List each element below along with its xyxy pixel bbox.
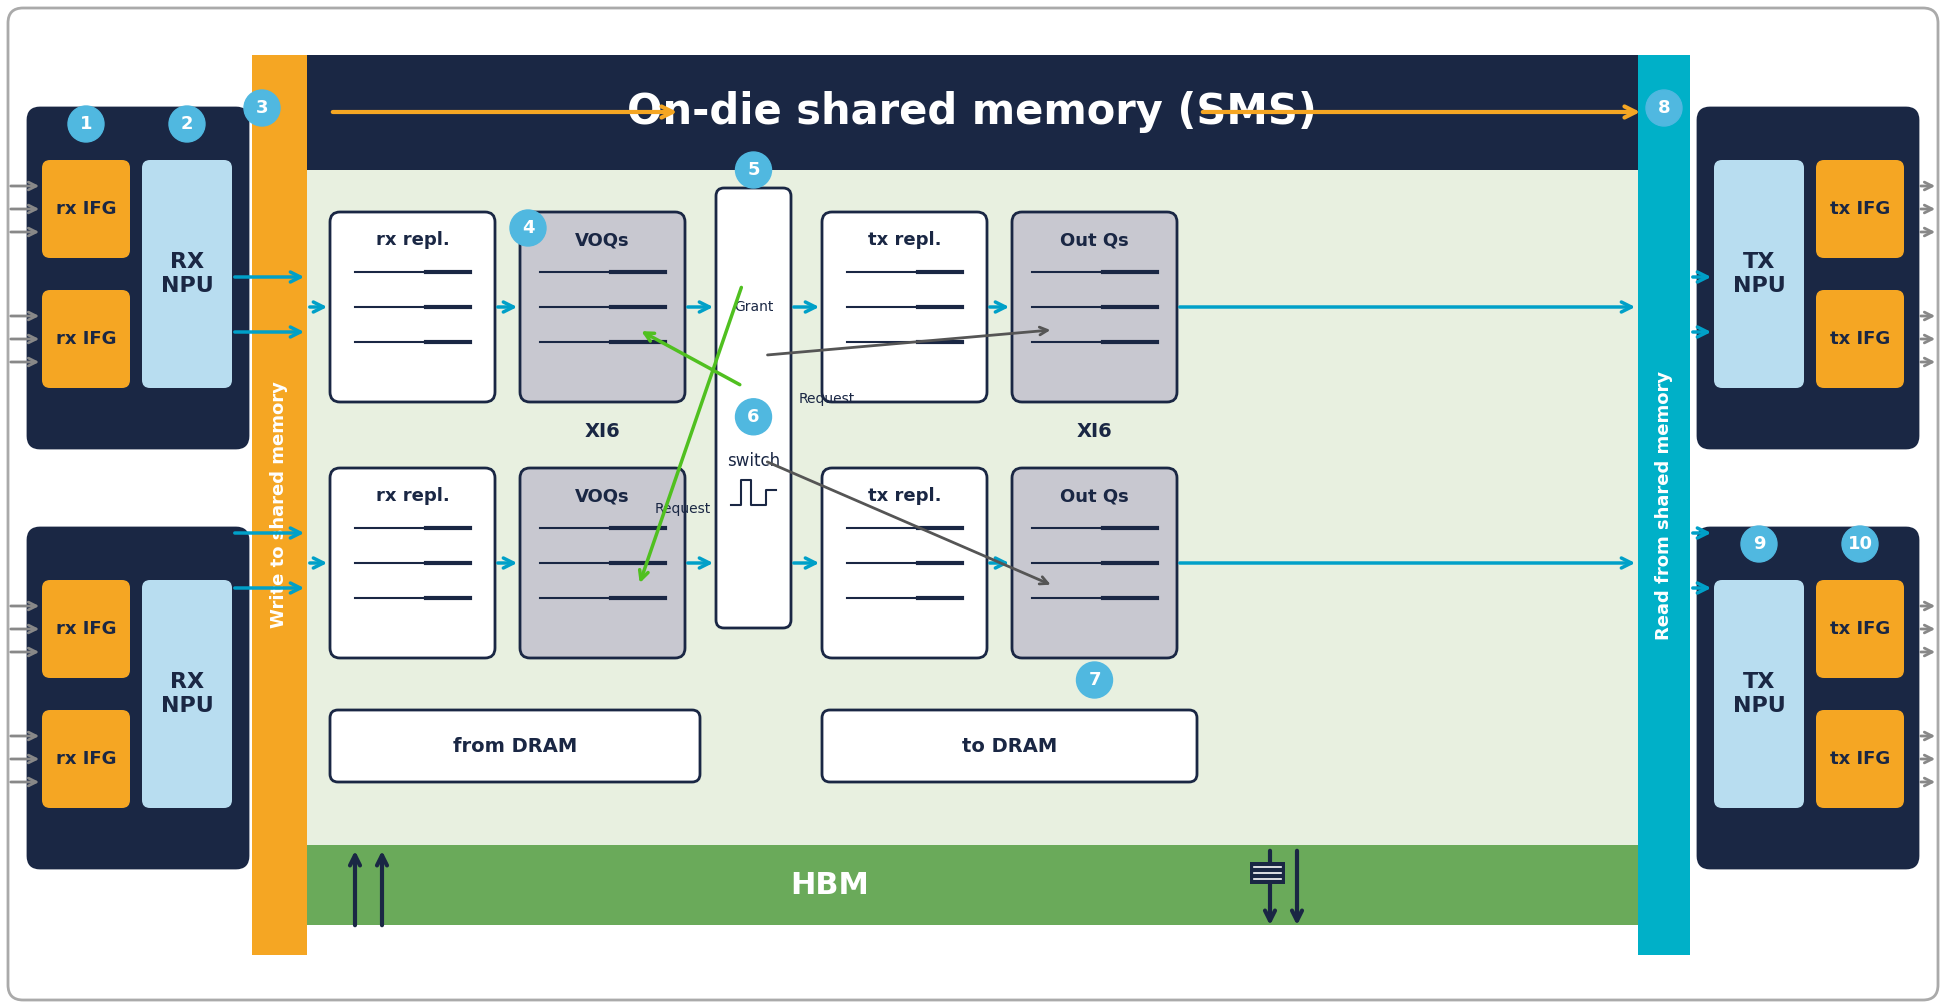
Bar xyxy=(307,170,1639,925)
Bar xyxy=(1639,55,1689,955)
Text: HBM: HBM xyxy=(790,871,870,899)
Text: Out Qs: Out Qs xyxy=(1061,231,1129,249)
FancyBboxPatch shape xyxy=(1012,212,1177,402)
FancyBboxPatch shape xyxy=(43,710,130,808)
Text: TX
NPU: TX NPU xyxy=(1732,672,1784,716)
Text: 5: 5 xyxy=(747,161,759,179)
Text: tx repl.: tx repl. xyxy=(868,231,942,249)
Circle shape xyxy=(736,152,771,188)
Circle shape xyxy=(1076,662,1113,698)
Text: Read from shared memory: Read from shared memory xyxy=(1654,370,1674,639)
Text: rx repl.: rx repl. xyxy=(376,487,450,505)
Text: VOQs: VOQs xyxy=(576,231,631,249)
FancyBboxPatch shape xyxy=(520,468,685,658)
Text: tx IFG: tx IFG xyxy=(1829,620,1890,638)
Text: 6: 6 xyxy=(747,408,759,425)
Text: VOQs: VOQs xyxy=(576,487,631,505)
Bar xyxy=(307,55,1639,170)
Text: XI6: XI6 xyxy=(584,422,621,442)
Text: switch: switch xyxy=(728,452,780,470)
FancyBboxPatch shape xyxy=(142,580,232,808)
Text: 3: 3 xyxy=(255,99,269,117)
FancyBboxPatch shape xyxy=(142,160,232,388)
Text: 1: 1 xyxy=(80,115,91,133)
Bar xyxy=(307,845,1639,925)
Bar xyxy=(251,55,307,955)
Text: Request: Request xyxy=(654,502,710,516)
FancyBboxPatch shape xyxy=(520,212,685,402)
Circle shape xyxy=(68,106,103,142)
Text: tx IFG: tx IFG xyxy=(1829,330,1890,348)
Text: 8: 8 xyxy=(1658,99,1670,117)
FancyBboxPatch shape xyxy=(43,580,130,678)
Text: 2: 2 xyxy=(181,115,193,133)
FancyBboxPatch shape xyxy=(1816,290,1903,388)
FancyBboxPatch shape xyxy=(43,290,130,388)
Text: from DRAM: from DRAM xyxy=(453,737,578,756)
Circle shape xyxy=(169,106,204,142)
Text: RX
NPU: RX NPU xyxy=(162,252,214,295)
FancyBboxPatch shape xyxy=(1816,580,1903,678)
Text: 7: 7 xyxy=(1088,671,1101,689)
FancyBboxPatch shape xyxy=(8,8,1938,1000)
FancyBboxPatch shape xyxy=(27,528,247,868)
FancyBboxPatch shape xyxy=(43,160,130,258)
FancyBboxPatch shape xyxy=(716,188,790,628)
Text: rx IFG: rx IFG xyxy=(56,750,117,768)
FancyBboxPatch shape xyxy=(1699,528,1919,868)
Text: Out Qs: Out Qs xyxy=(1061,487,1129,505)
FancyBboxPatch shape xyxy=(1699,108,1919,448)
FancyBboxPatch shape xyxy=(1714,160,1804,388)
FancyBboxPatch shape xyxy=(1714,580,1804,808)
Text: Request: Request xyxy=(798,392,854,406)
Bar xyxy=(1249,862,1284,884)
FancyBboxPatch shape xyxy=(821,710,1197,782)
FancyBboxPatch shape xyxy=(821,212,987,402)
Circle shape xyxy=(1742,526,1777,562)
Text: rx IFG: rx IFG xyxy=(56,620,117,638)
Text: RX
NPU: RX NPU xyxy=(162,672,214,716)
Text: rx IFG: rx IFG xyxy=(56,200,117,218)
Text: XI6: XI6 xyxy=(1076,422,1113,442)
Text: On-die shared memory (SMS): On-die shared memory (SMS) xyxy=(627,91,1317,133)
Circle shape xyxy=(736,399,771,434)
Circle shape xyxy=(1843,526,1878,562)
Text: rx repl.: rx repl. xyxy=(376,231,450,249)
Text: 4: 4 xyxy=(522,219,535,237)
Text: 9: 9 xyxy=(1753,535,1765,553)
FancyBboxPatch shape xyxy=(1816,710,1903,808)
Text: TX
NPU: TX NPU xyxy=(1732,252,1784,295)
Text: Grant: Grant xyxy=(734,299,773,313)
Text: tx repl.: tx repl. xyxy=(868,487,942,505)
Circle shape xyxy=(1646,90,1681,126)
FancyBboxPatch shape xyxy=(1816,160,1903,258)
FancyBboxPatch shape xyxy=(331,710,701,782)
Circle shape xyxy=(243,90,280,126)
FancyBboxPatch shape xyxy=(331,468,494,658)
FancyBboxPatch shape xyxy=(821,468,987,658)
FancyBboxPatch shape xyxy=(331,212,494,402)
FancyBboxPatch shape xyxy=(1012,468,1177,658)
Text: tx IFG: tx IFG xyxy=(1829,750,1890,768)
Text: tx IFG: tx IFG xyxy=(1829,200,1890,218)
FancyBboxPatch shape xyxy=(27,108,247,448)
Circle shape xyxy=(510,210,547,246)
Text: 10: 10 xyxy=(1847,535,1872,553)
Text: rx IFG: rx IFG xyxy=(56,330,117,348)
Text: to DRAM: to DRAM xyxy=(961,737,1057,756)
Text: Write to shared memory: Write to shared memory xyxy=(270,382,288,628)
